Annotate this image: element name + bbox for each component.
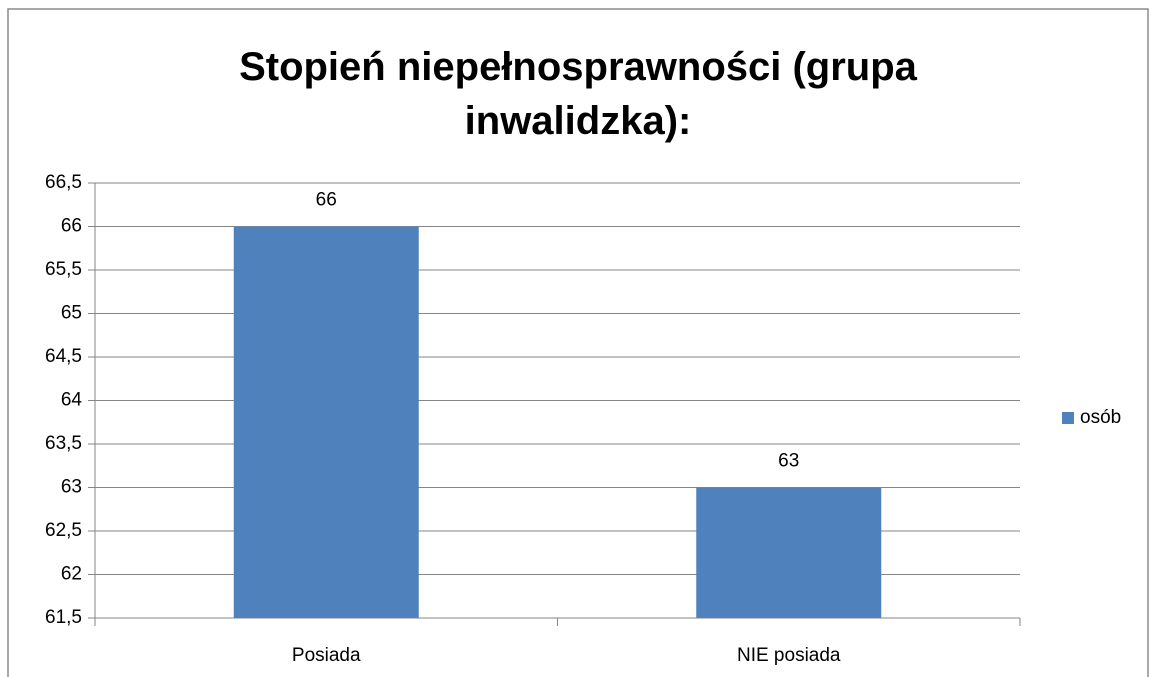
chart-title: Stopień niepełnosprawności (grupa inwali… xyxy=(239,45,917,143)
y-tick-label: 64 xyxy=(61,390,83,411)
data-label: 63 xyxy=(778,451,799,472)
y-tick-label: 66 xyxy=(61,216,82,237)
chart-frame xyxy=(7,8,1149,677)
y-tick-label: 62,5 xyxy=(45,520,82,541)
y-tick-label: 65,5 xyxy=(45,259,82,280)
legend-label: osób xyxy=(1080,407,1121,428)
data-label: 66 xyxy=(316,190,337,211)
y-tick-label: 64,5 xyxy=(45,346,82,367)
x-tick-label: Posiada xyxy=(292,645,361,666)
y-tick-label: 63 xyxy=(61,477,82,498)
y-tick-label: 62 xyxy=(61,564,82,585)
y-tick-label: 66,5 xyxy=(45,172,82,193)
bar xyxy=(696,487,882,618)
y-tick-label: 61,5 xyxy=(45,607,82,628)
bar xyxy=(233,226,419,618)
y-tick-label: 63,5 xyxy=(45,433,82,454)
x-tick-label: NIE posiada xyxy=(737,645,841,666)
y-tick-label: 65 xyxy=(61,303,82,324)
legend-swatch xyxy=(1062,412,1074,424)
